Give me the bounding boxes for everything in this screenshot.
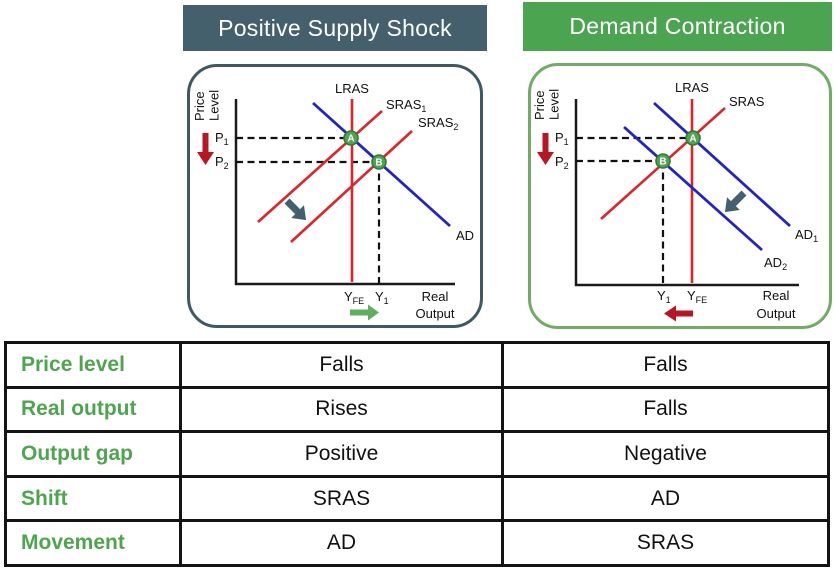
lras-label: LRAS (335, 81, 369, 96)
ad1-label: AD1 (795, 227, 818, 244)
real-output-axis-label: Real (763, 288, 790, 303)
point-a-marker: A (685, 130, 701, 146)
sras-label: SRAS (729, 94, 765, 109)
sras-shift-arrow-icon (284, 198, 307, 221)
sras2-curve (290, 130, 413, 243)
comparison-table: Price level Falls Falls Real output Rise… (4, 341, 830, 567)
row-label-movement: Movement (7, 522, 179, 564)
price-level-axis-label: Level (207, 90, 222, 121)
real-output-axis-label: Real (422, 289, 449, 304)
panel-positive-supply-shock: Price Level LRAS SRAS1 SRAS2 AD P1 (187, 64, 483, 328)
ad2-label: AD2 (764, 255, 787, 272)
price-fall-arrow-icon (537, 133, 554, 165)
y1-label: Y1 (657, 288, 671, 305)
p2-label: P2 (555, 154, 569, 171)
header-right-label: Demand Contraction (569, 13, 786, 39)
axes (234, 99, 455, 286)
demand-contraction-price-level-value: Falls (504, 344, 827, 386)
header-left-label: Positive Supply Shock (218, 14, 452, 41)
real-output-axis-label: Output (415, 306, 454, 321)
lras-label: LRAS (675, 80, 709, 95)
supply-shock-movement-value: AD (182, 522, 501, 564)
panel-demand-contraction: Price Level LRAS SRAS AD1 AD2 P1 (528, 63, 832, 329)
svg-text:B: B (659, 157, 666, 168)
y1-label: Y1 (375, 289, 389, 306)
header-demand-contraction: Demand Contraction (523, 2, 832, 51)
row-label-output-gap: Output gap (7, 433, 179, 475)
sras1-label: SRAS1 (386, 97, 426, 114)
header-positive-supply-shock: Positive Supply Shock (183, 5, 487, 51)
yfe-label: YFE (687, 288, 707, 305)
output-fall-arrow-icon (664, 305, 693, 322)
sras1-curve (257, 110, 383, 223)
demand-contraction-movement-value: SRAS (504, 522, 827, 564)
price-level-axis-label: Price (192, 91, 207, 121)
point-b-marker: B (655, 153, 671, 169)
demand-contraction-shift-value: AD (504, 477, 827, 520)
p1-label: P1 (555, 130, 569, 147)
demand-contraction-real-output-value: Falls (504, 388, 827, 431)
ad-label: AD (456, 228, 474, 243)
supply-shock-price-level-value: Falls (182, 344, 501, 386)
point-b-marker: B (371, 154, 387, 170)
demand-contraction-output-gap-value: Negative (504, 433, 827, 475)
svg-text:A: A (347, 134, 354, 145)
row-label-shift: Shift (7, 477, 179, 520)
p2-label: P2 (215, 154, 229, 171)
supply-shock-shift-value: SRAS (182, 477, 501, 520)
row-label-price-level: Price level (7, 344, 179, 386)
ad2-curve (623, 125, 763, 252)
price-level-axis-label: Price (532, 90, 547, 120)
svg-text:A: A (689, 134, 696, 145)
real-output-axis-label: Output (756, 306, 795, 321)
point-a-marker: A (343, 130, 359, 146)
svg-text:B: B (375, 158, 382, 169)
supply-shock-real-output-value: Rises (182, 388, 501, 431)
supply-shock-output-gap-value: Positive (182, 433, 501, 475)
output-rise-arrow-icon (350, 304, 379, 321)
price-level-axis-label: Level (547, 89, 562, 120)
p1-label: P1 (215, 130, 229, 147)
sras2-label: SRAS2 (418, 115, 458, 132)
ad-shift-arrow-icon (724, 190, 747, 213)
ad1-curve (653, 101, 791, 228)
as-ad-diagram-demand-contraction: Price Level LRAS SRAS AD1 AD2 P1 (532, 80, 818, 322)
row-label-real-output: Real output (7, 388, 179, 431)
yfe-label: YFE (344, 289, 364, 306)
as-ad-diagram-supply-shock: Price Level LRAS SRAS1 SRAS2 AD P1 (192, 81, 474, 321)
price-fall-arrow-icon (197, 133, 214, 165)
